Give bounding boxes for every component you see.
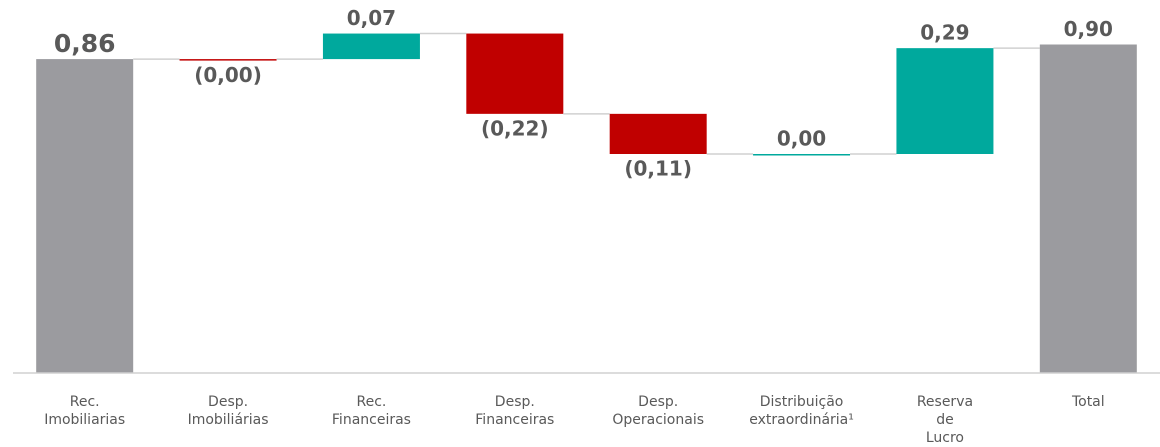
bar (1039, 44, 1137, 373)
x-tick-label: Lucro (926, 430, 964, 446)
value-label: (0,00) (194, 63, 262, 87)
value-label: 0,00 (777, 127, 826, 151)
value-label: 0,90 (1064, 17, 1113, 41)
value-label: (0,22) (481, 116, 549, 140)
value-label: 0,29 (920, 21, 969, 45)
bar (466, 33, 564, 114)
x-tick-label: extraordinária¹ (749, 412, 854, 428)
x-tick-label: Rec. (70, 394, 100, 410)
x-tick-label: Total (1071, 394, 1105, 410)
x-tick-label: Imobiliárias (188, 412, 269, 428)
x-tick-label: Distribuição (760, 394, 844, 410)
x-tick-label: de (936, 412, 954, 428)
x-tick-label: Financeiras (332, 412, 411, 428)
bar (609, 113, 707, 154)
x-tick-label: Operacionais (612, 412, 704, 428)
x-tick-label: Desp. (638, 394, 678, 410)
x-tick-label: Rec. (357, 394, 387, 410)
value-label: (0,11) (624, 157, 692, 181)
bar (179, 59, 277, 61)
value-label: 0,07 (347, 6, 396, 30)
bar (322, 33, 420, 60)
x-tick-label: Reserva (917, 394, 973, 410)
x-tick-label: Desp. (208, 394, 248, 410)
bar (753, 154, 851, 156)
x-tick-label: Financeiras (475, 412, 554, 428)
bar (896, 48, 994, 154)
value-label: 0,86 (54, 29, 116, 58)
bar (36, 59, 134, 373)
x-tick-label: Desp. (495, 394, 535, 410)
x-tick-label: Imobiliarias (44, 412, 125, 428)
